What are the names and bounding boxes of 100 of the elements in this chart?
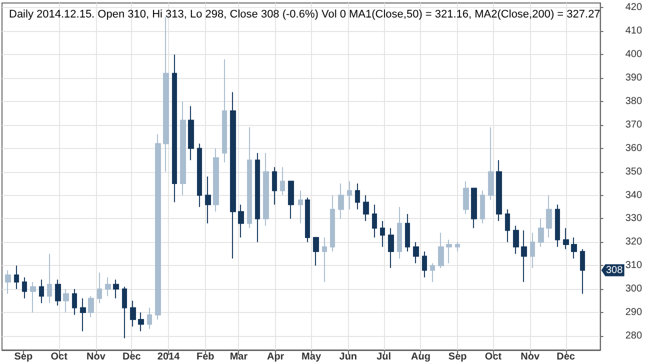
- candlestick: [388, 228, 394, 268]
- candlestick: [280, 166, 285, 196]
- candlestick: [22, 276, 27, 299]
- candlestick: [122, 286, 127, 339]
- y-tick-label: 310: [625, 260, 642, 272]
- candlestick: [330, 194, 335, 252]
- y-tick-label: 400: [625, 49, 642, 60]
- y-tick-label: 380: [625, 96, 642, 107]
- y-tick-label: 390: [625, 72, 642, 84]
- candlestick: [188, 106, 194, 161]
- text: Daily 2014.12.15. Open 310, Hi 313, Lo 298, Close 308 (-0.6%) Vol 0 MA1(Close,50) = 321.16, MA2(Close,200) = 327.27: [9, 8, 600, 20]
- candlestick: [580, 248, 585, 294]
- candlestick: [113, 279, 119, 299]
- candlestick: [30, 282, 36, 313]
- x-tick-label: Oct: [50, 352, 68, 362]
- candlestick: [288, 180, 294, 220]
- candlestick: [197, 143, 202, 208]
- y-tick-label: 320: [625, 236, 642, 248]
- candlestick: [538, 218, 544, 248]
- candlestick: [55, 279, 61, 306]
- candlestick: [39, 279, 44, 304]
- candlestick: [80, 298, 86, 332]
- candlestick: [205, 176, 211, 224]
- x-tick-label: Sep: [448, 352, 467, 362]
- candlestick: [505, 208, 510, 243]
- candlestick: [255, 152, 260, 243]
- candlestick: [521, 230, 527, 283]
- x-tick-label: Feb: [196, 352, 214, 362]
- x-tick-label: Jul: [376, 352, 392, 362]
- candlestick: [230, 92, 236, 260]
- y-tick-label: 290: [625, 306, 642, 318]
- y-tick-label: 350: [625, 166, 642, 178]
- x-tick-label: May: [302, 352, 322, 362]
- candlestick: [172, 54, 177, 203]
- candlestick: [298, 190, 303, 224]
- x-tick-label: Nov: [86, 352, 106, 362]
- candlestick: [338, 183, 344, 220]
- x-tick-label: Aug: [410, 352, 430, 362]
- candlestick: [413, 242, 419, 264]
- candlestick: [463, 180, 469, 215]
- candlestick: [438, 232, 444, 268]
- candlestick: [222, 58, 227, 163]
- y-tick-label: 280: [625, 330, 642, 342]
- candlestick: [555, 204, 560, 248]
- y-tick-label: 300: [625, 284, 642, 295]
- candlestick: [488, 126, 494, 200]
- candlestick: [471, 188, 477, 229]
- candlestick: [446, 239, 452, 264]
- candlestick: [322, 236, 327, 283]
- candlestick: [355, 183, 360, 210]
- candlestick: [272, 166, 277, 206]
- candlestick: [513, 225, 519, 254]
- x-tick-label: Dec: [556, 352, 576, 362]
- candlestick: [372, 204, 377, 238]
- x-tick-label: Apr: [266, 352, 284, 362]
- candlestick: [563, 228, 569, 250]
- candlestick: [422, 251, 427, 278]
- annotation: 308: [606, 264, 624, 276]
- x-tick-label: Oct: [484, 352, 502, 362]
- candlestick: [430, 262, 435, 283]
- candlestick: [397, 206, 402, 260]
- y-tick-label: 370: [625, 119, 642, 130]
- y-tick-label: 410: [625, 26, 642, 37]
- candlestick: [480, 190, 485, 224]
- candlestick: [88, 296, 94, 318]
- candlestick: [238, 204, 244, 238]
- candlestick: [305, 197, 310, 243]
- candlestick: [47, 253, 52, 304]
- x-tick-label: Dec: [122, 352, 142, 362]
- candlestick: [347, 180, 352, 210]
- candlestick: [363, 194, 369, 222]
- candlestick: [213, 148, 219, 212]
- candlestick: [147, 307, 152, 330]
- candlestick: [455, 242, 460, 252]
- x-tick-label: Nov: [520, 352, 540, 362]
- candlestick: [138, 312, 144, 332]
- x-tick-label: 2014: [157, 352, 180, 362]
- candlestick: [72, 288, 77, 316]
- candlestick: [155, 134, 161, 320]
- candlestick: [63, 288, 69, 313]
- x-tick-label: Jun: [339, 352, 358, 362]
- candlestick: [5, 270, 11, 294]
- y-tick-label: 340: [625, 190, 642, 201]
- x-tick-label: Mar: [230, 352, 248, 362]
- candlestick: [247, 126, 252, 229]
- candlestick: [405, 214, 410, 252]
- candlestick: [14, 265, 19, 290]
- x-tick-label: Sep: [14, 352, 33, 362]
- candlestick: [571, 236, 577, 260]
- candlestick: [180, 100, 186, 196]
- candlestick: [130, 300, 136, 328]
- candlestick: [496, 160, 502, 222]
- candlestick: [97, 272, 102, 304]
- candlestick: [380, 220, 385, 248]
- candlestick: [313, 236, 319, 266]
- candlestick: [263, 152, 269, 226]
- candlestick: [105, 276, 111, 297]
- candlestick: [530, 232, 535, 268]
- y-tick-label: 420: [625, 2, 642, 14]
- candlestick: [546, 194, 552, 238]
